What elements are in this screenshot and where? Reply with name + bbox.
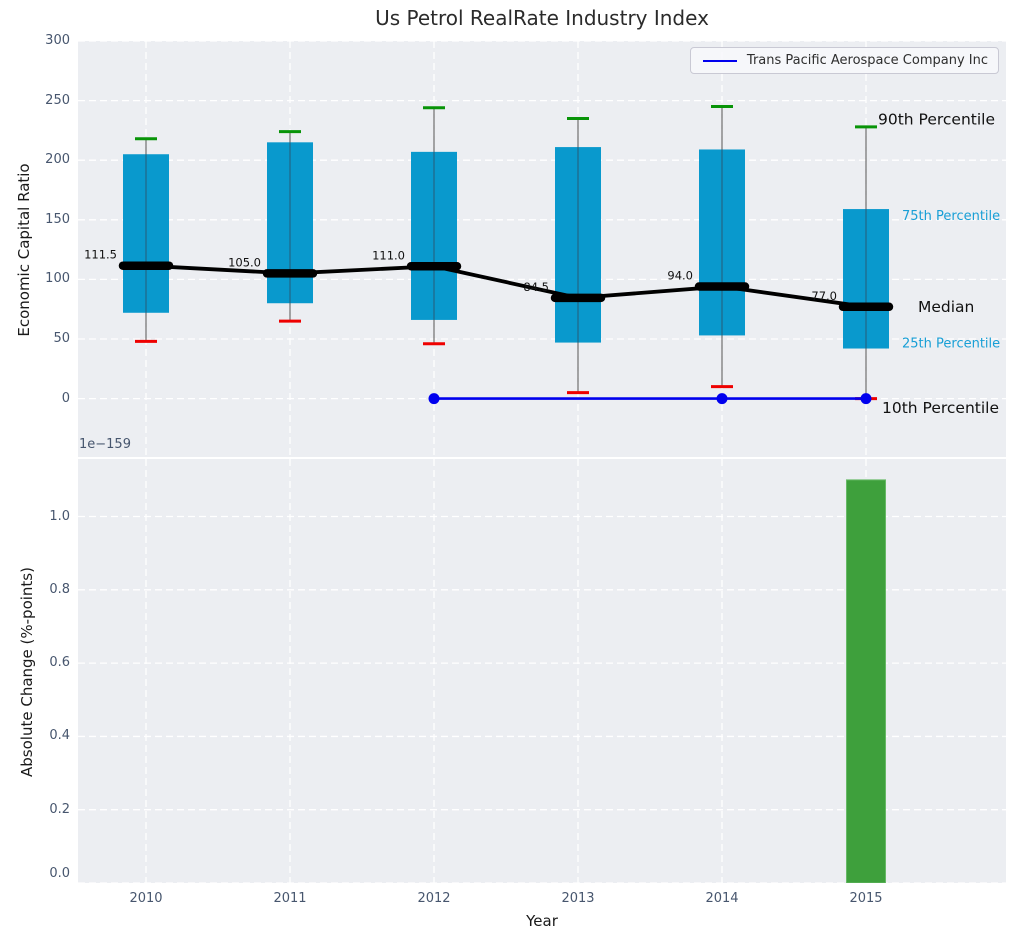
figure: Us Petrol RealRate Industry Index Econom…	[0, 0, 1016, 942]
bottom-axes	[78, 459, 1006, 883]
bottom-ytick-1.0: 1.0	[24, 509, 70, 525]
company-marker-2014	[717, 393, 728, 404]
annotation-75th-percentile: 75th Percentile	[902, 209, 1000, 224]
median-line	[146, 266, 866, 307]
company-marker-2015	[861, 393, 872, 404]
annotation-90th-percentile: 90th Percentile	[878, 111, 995, 129]
offset-text: 1e−159	[79, 437, 131, 452]
xtick-2010: 2010	[106, 891, 186, 907]
bottom-ytick-0.0: 0.0	[24, 866, 70, 882]
xtick-2011: 2011	[250, 891, 330, 907]
annotation-10th-percentile: 10th Percentile	[882, 399, 999, 417]
chart-title: Us Petrol RealRate Industry Index	[78, 6, 1006, 30]
top-ytick-0: 0	[24, 391, 70, 407]
annotation-median: Median	[918, 298, 974, 316]
top-y-axis-label: Economic Capital Ratio	[15, 160, 33, 340]
top-ytick-50: 50	[24, 331, 70, 347]
change-bar-2015	[847, 480, 886, 883]
top-ytick-150: 150	[24, 212, 70, 228]
top-ytick-250: 250	[24, 93, 70, 109]
xtick-2015: 2015	[826, 891, 906, 907]
x-axis-label: Year	[78, 912, 1006, 930]
annotation-25th-percentile: 25th Percentile	[902, 337, 1000, 352]
median-value-label-2013: 84.5	[523, 280, 549, 294]
legend-label: Trans Pacific Aerospace Company Inc	[747, 53, 988, 68]
median-value-label-2010: 111.5	[84, 248, 117, 262]
company-marker-2012	[429, 393, 440, 404]
median-value-label-2012: 111.0	[372, 248, 405, 262]
top-ytick-100: 100	[24, 271, 70, 287]
change-bar-chart	[78, 459, 1006, 883]
top-ytick-300: 300	[24, 33, 70, 49]
top-ytick-200: 200	[24, 152, 70, 168]
xtick-2012: 2012	[394, 891, 474, 907]
median-value-label-2011: 105.0	[228, 255, 261, 269]
percentile-chart: 111.5 105.0 111.0 84.5 94.0 77.0 90th Percenti…	[78, 41, 1006, 457]
legend-line-sample	[703, 60, 737, 62]
xtick-2013: 2013	[538, 891, 618, 907]
bottom-ytick-0.8: 0.8	[24, 582, 70, 598]
bottom-ytick-0.6: 0.6	[24, 655, 70, 671]
bottom-ytick-0.2: 0.2	[24, 802, 70, 818]
bottom-ytick-0.4: 0.4	[24, 728, 70, 744]
top-axes: 111.5 105.0 111.0 84.5 94.0 77.0 90th Percenti…	[78, 41, 1006, 457]
xtick-2014: 2014	[682, 891, 762, 907]
legend: Trans Pacific Aerospace Company Inc	[690, 47, 999, 74]
median-value-label-2014: 94.0	[667, 269, 693, 283]
median-value-label-2015: 77.0	[811, 289, 837, 303]
